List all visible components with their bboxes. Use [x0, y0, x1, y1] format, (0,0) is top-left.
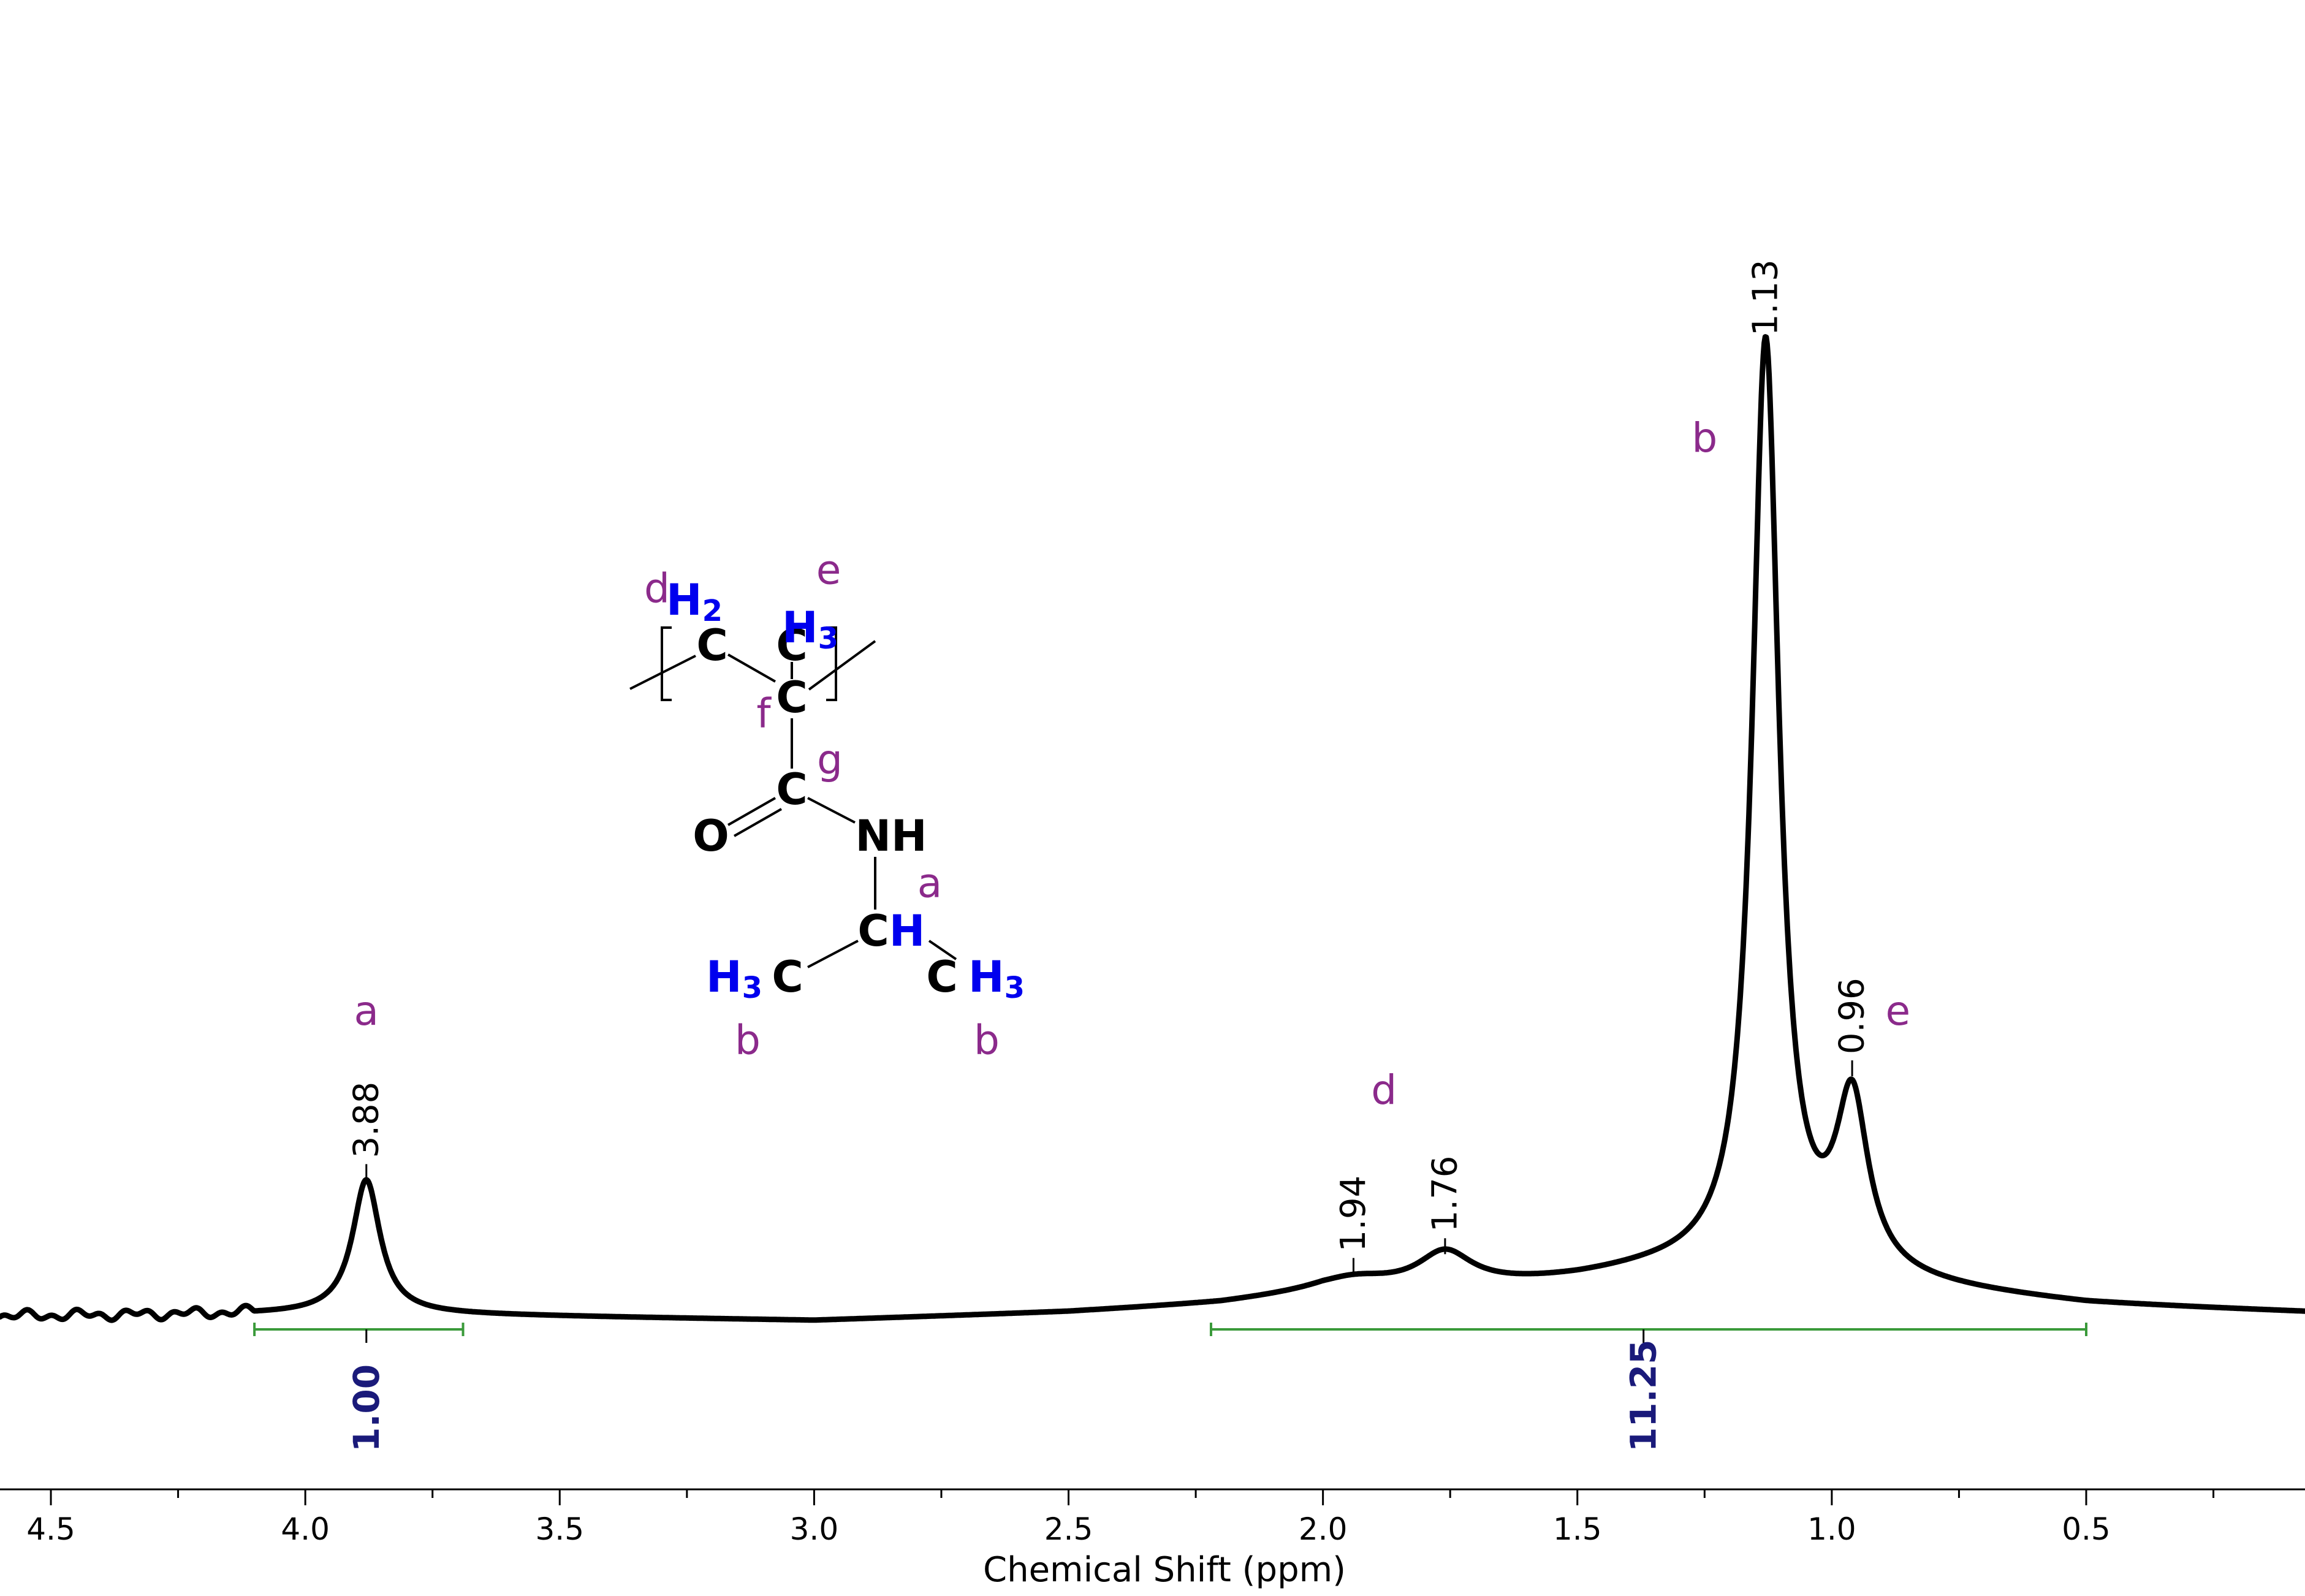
assignment-d: d: [1371, 1066, 1397, 1114]
bond-carbonyl-o-1: [727, 797, 776, 826]
bond-carbonyl-o-2: [734, 808, 782, 837]
spectrum-trace: [0, 334, 2305, 1323]
x-tick-label: 1.0: [1807, 1511, 1856, 1547]
pnipam-structure-diagram: [629, 626, 957, 968]
structure-label-e: e: [816, 547, 841, 594]
x-tick-label: 3.5: [536, 1511, 585, 1547]
x-axis-title: Chemical Shift (ppm): [983, 1550, 1346, 1590]
x-tick-label: 2.0: [1299, 1511, 1348, 1547]
x-tick-label: 4.0: [281, 1511, 330, 1547]
x-tick-label: 3.0: [790, 1511, 839, 1547]
bond-c1-c2: [727, 653, 776, 683]
x-tick-label: 4.5: [26, 1511, 75, 1547]
peak-assignments: a d b e: [354, 414, 1911, 1114]
structure-label-f: f: [756, 690, 772, 737]
x-axis-ticks: 4.5 4.0 3.5 3.0 2.5 2.0 1.5 1.0 0.5: [26, 1489, 2215, 1547]
bracket-right: [826, 626, 837, 701]
structure-label-b: b: [735, 1017, 761, 1064]
x-tick-label: 1.5: [1553, 1511, 1602, 1547]
hydrogen: H: [889, 906, 925, 956]
hydrogen: H3: [706, 952, 762, 1005]
x-tick-label: 0.5: [2062, 1511, 2111, 1547]
peak-value: 0.96: [1832, 978, 1872, 1054]
assignment-b: b: [1692, 414, 1717, 462]
bond-carbonyl-n: [807, 797, 856, 824]
structure-label-g: g: [817, 737, 843, 784]
structure-label-a: a: [917, 860, 942, 907]
integral-region: 1.00: [253, 1322, 465, 1452]
assignment-a: a: [354, 987, 379, 1035]
hydrogen: H3: [782, 602, 838, 656]
structure-label-b: b: [974, 1017, 1000, 1064]
bracket-left: [661, 626, 672, 701]
peak-value: 3.88: [346, 1082, 386, 1158]
structure-labels: d e fg a b b: [644, 547, 1000, 1064]
atom-c: C: [857, 906, 889, 956]
hydrogen: H2: [666, 575, 723, 628]
bond-ch-left-methyl: [807, 940, 859, 968]
peak-label: 0.96: [1832, 978, 1872, 1077]
atom-c: C: [696, 620, 727, 671]
atom-nh: NH: [855, 811, 927, 861]
peak-label: 1.13: [1745, 259, 1785, 358]
x-tick-label: 2.5: [1044, 1511, 1093, 1547]
peak-value: 1.94: [1334, 1176, 1373, 1252]
hydrogen: H3: [968, 952, 1025, 1005]
integral-value: 11.25: [1623, 1340, 1665, 1452]
integral-regions: 1.00 11.25: [253, 1322, 2087, 1452]
peak-labels: 3.88 1.94 1.76 1.13 0.96: [346, 259, 1872, 1274]
assignment-e: e: [1886, 987, 1911, 1035]
plot-area: [0, 334, 2305, 1323]
atom-c: C: [776, 764, 807, 815]
peak-label: 3.88: [346, 1082, 386, 1180]
atom-c: C: [776, 672, 807, 723]
integral-region: 11.25: [1209, 1322, 2087, 1452]
atom-c: C: [926, 952, 957, 1002]
peak-label: 1.76: [1425, 1156, 1465, 1255]
atom-c: C: [772, 952, 803, 1002]
bond-ch-right-methyl: [928, 940, 957, 960]
atom-o: O: [693, 811, 729, 861]
peak-label: 1.94: [1334, 1176, 1373, 1274]
atom-c: C: [776, 620, 807, 671]
peak-value: 1.76: [1425, 1156, 1465, 1233]
peak-value: 1.13: [1745, 259, 1785, 336]
integral-value: 1.00: [346, 1364, 387, 1452]
bond-c2-right-extension: [808, 640, 876, 691]
structure-label-d: d: [644, 565, 670, 612]
